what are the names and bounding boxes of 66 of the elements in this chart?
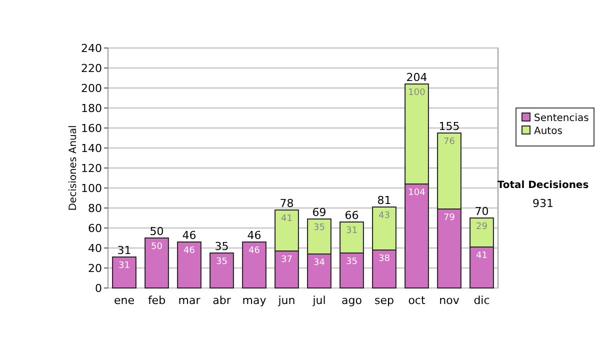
y-axis-title: Decisiones Anual xyxy=(68,125,79,211)
y-tick-label: 0 xyxy=(95,282,102,295)
bar xyxy=(144,238,169,288)
data-label: 43 xyxy=(378,211,390,221)
data-label: 104 xyxy=(408,188,426,198)
y-tick-label: 20 xyxy=(88,262,102,275)
annotation: Total Decisiones xyxy=(497,180,589,191)
y-tick-label: 80 xyxy=(88,202,102,215)
x-tick-label: jul xyxy=(312,294,326,307)
total-label: 78 xyxy=(280,197,294,210)
x-tick-label: sep xyxy=(374,294,394,307)
bar xyxy=(210,252,234,288)
x-tick-label: abr xyxy=(212,294,232,307)
total-label: 81 xyxy=(377,194,392,207)
bar xyxy=(112,256,136,288)
y-tick-label: 200 xyxy=(81,82,102,95)
bar xyxy=(242,242,266,288)
x-tick-label: oct xyxy=(408,294,426,307)
y-tick-label: 100 xyxy=(81,182,102,195)
total-label: 46 xyxy=(247,229,262,242)
y-tick-label: 40 xyxy=(88,242,102,255)
data-label: 35 xyxy=(216,257,228,267)
text: 931 xyxy=(532,197,554,210)
bar xyxy=(177,242,202,288)
y-tick-label: 120 xyxy=(81,162,102,175)
data-label: 41 xyxy=(476,251,488,261)
total-label: 204 xyxy=(406,71,428,84)
data-label: 31 xyxy=(118,261,130,271)
y-tick-label: 160 xyxy=(81,122,102,135)
y-tick-label: 220 xyxy=(81,62,102,75)
x-tick-label: feb xyxy=(148,294,166,307)
total-label: 69 xyxy=(312,206,326,219)
x-tick-label: ene xyxy=(114,294,135,307)
x-tick-label: mar xyxy=(178,294,201,307)
x-tick-label: dic xyxy=(474,294,490,307)
data-label: 100 xyxy=(408,88,426,98)
total-label: 66 xyxy=(344,209,359,222)
x-tick-label: ago xyxy=(342,294,362,307)
total-label: 31 xyxy=(117,244,132,257)
x-tick-label: jun xyxy=(277,294,296,307)
data-label: 34 xyxy=(314,258,326,268)
data-label: 46 xyxy=(248,246,260,256)
y-tick-label: 60 xyxy=(88,222,102,235)
y-tick-label: 240 xyxy=(81,42,102,55)
data-label: 35 xyxy=(346,257,358,267)
data-label: 50 xyxy=(151,242,163,252)
legend-label: Sentencias xyxy=(534,113,589,124)
total-label: 46 xyxy=(182,229,196,242)
x-tick-label: nov xyxy=(439,294,460,307)
data-label: 31 xyxy=(346,226,358,236)
data-label: 76 xyxy=(444,137,456,147)
legend-label: Autos xyxy=(534,126,562,137)
data-label: 41 xyxy=(281,214,292,224)
y-tick-label: 140 xyxy=(81,142,102,155)
total-label: 50 xyxy=(150,225,164,238)
data-label: 29 xyxy=(476,222,488,232)
total-label: 70 xyxy=(474,205,489,218)
data-label: 37 xyxy=(281,255,292,265)
y-tick-label: 180 xyxy=(81,102,102,115)
data-label: 35 xyxy=(314,223,325,233)
data-label: 38 xyxy=(378,254,390,264)
total-label: 35 xyxy=(214,240,229,253)
data-label: 79 xyxy=(444,213,456,223)
data-label: 46 xyxy=(184,246,196,256)
total-label: 155 xyxy=(438,120,460,133)
x-tick-label: may xyxy=(242,294,267,307)
